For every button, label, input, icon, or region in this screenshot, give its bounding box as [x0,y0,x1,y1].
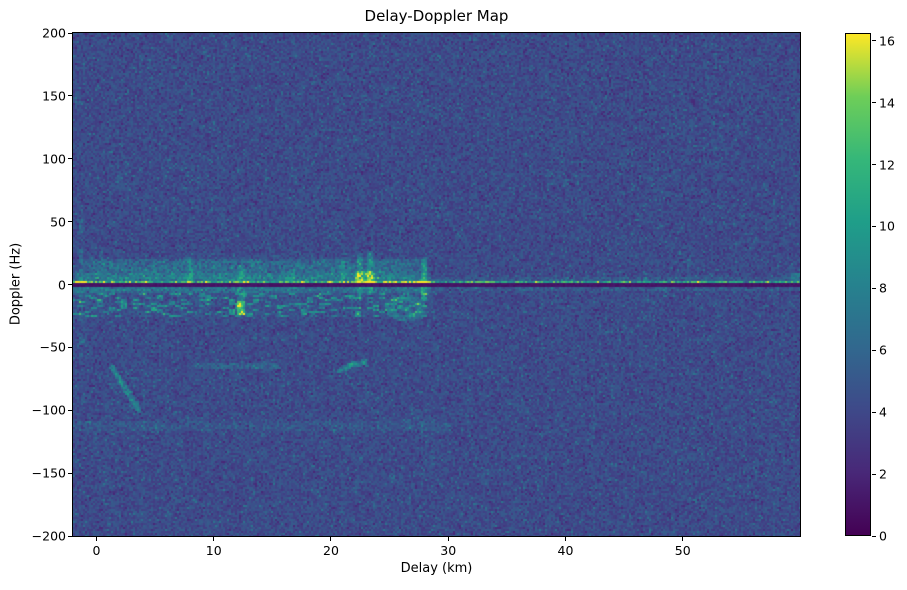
y-tick-mark [68,535,72,537]
y-tick-mark [68,32,72,34]
colorbar-tick-mark [872,40,876,42]
x-tick-mark [330,537,332,541]
colorbar-tick-label: 8 [879,280,887,296]
y-tick-label: 100 [42,151,66,167]
colorbar [845,33,871,536]
colorbar-tick-label: 0 [879,528,887,544]
colorbar-tick-mark [872,287,876,289]
colorbar-tick-mark [872,411,876,413]
x-tick-label: 0 [92,543,101,558]
colorbar-tick-mark [872,473,876,475]
y-tick-label: −100 [31,402,66,418]
x-tick-mark [564,537,566,541]
y-tick-label: 150 [42,88,66,104]
x-tick-mark [213,537,215,541]
colorbar-tick-label: 6 [879,342,887,358]
y-tick-label: 0 [58,277,66,292]
y-tick-mark [68,158,72,160]
y-tick-mark [68,95,72,97]
y-tick-label: 50 [50,214,66,230]
y-tick-mark [68,409,72,411]
colorbar-tick-mark [872,164,876,166]
colorbar-tick-label: 4 [879,404,887,420]
x-tick-mark [682,537,684,541]
colorbar-tick-mark [872,225,876,227]
y-tick-label: −200 [31,528,66,544]
y-tick-mark [68,221,72,223]
x-tick-label: 50 [674,543,691,558]
colorbar-tick-mark [872,349,876,351]
plot-frame [72,32,801,537]
x-tick-label: 40 [557,543,574,558]
x-tick-mark [95,537,97,541]
x-tick-label: 10 [205,543,222,558]
x-tick-label: 20 [323,543,339,558]
y-tick-label: 200 [42,25,66,41]
colorbar-tick-label: 16 [879,33,895,49]
colorbar-tick-label: 10 [879,218,895,234]
x-tick-label: 30 [440,543,457,558]
colorbar-tick-label: 14 [879,95,895,111]
y-tick-label: −50 [39,339,66,355]
colorbar-tick-label: 12 [879,157,895,173]
y-tick-label: −150 [31,465,66,481]
colorbar-tick-mark [872,535,876,537]
y-tick-mark [68,472,72,474]
y-axis-label: Doppler (Hz) [8,242,24,326]
chart-title: Delay-Doppler Map [364,7,509,25]
x-tick-mark [447,537,449,541]
colorbar-tick-label: 2 [879,466,887,482]
y-tick-mark [68,346,72,348]
colorbar-tick-mark [872,102,876,104]
heatmap-canvas [73,33,800,536]
x-axis-label: Delay (km) [400,561,473,576]
y-tick-mark [68,284,72,285]
